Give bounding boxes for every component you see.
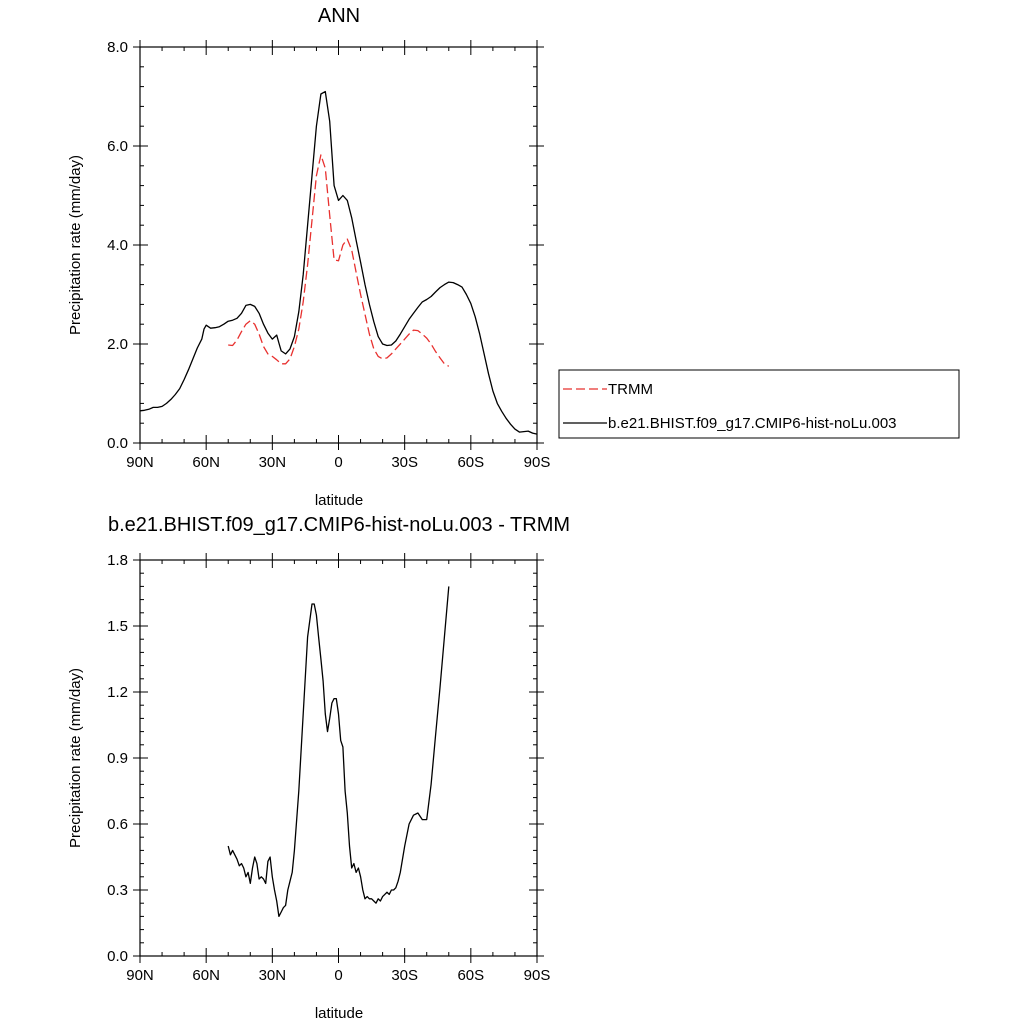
- y-tick-label: 2.0: [107, 336, 128, 353]
- x-tick-label: 90N: [126, 454, 154, 471]
- chart-title: ANN: [318, 5, 360, 27]
- x-tick-label: 30N: [259, 454, 287, 471]
- x-tick-label: 90S: [524, 967, 551, 984]
- x-tick-label: 0: [334, 454, 342, 471]
- legend-label: TRMM: [608, 381, 653, 398]
- y-tick-label: 0.3: [107, 882, 128, 899]
- series-line-1: [139, 90, 538, 435]
- y-tick-label: 0.6: [107, 816, 128, 833]
- chart-annual-precipitation: ANN latitude Precipitation rate (mm/day)…: [67, 5, 960, 509]
- y-tick-label: 1.8: [107, 552, 128, 569]
- legend: TRMM b.e21.BHIST.f09_g17.CMIP6-hist-noLu.…: [558, 369, 960, 439]
- axes-layer: 90N 60N 30N 0 30S 60S 90S 0.0 0.3 0.6 0.9 1.2 1.5 1.8: [107, 552, 550, 984]
- x-tick-label: 30S: [391, 967, 418, 984]
- legend-box: [558, 369, 960, 439]
- y-tick-label: 0.0: [107, 948, 128, 965]
- chart-difference: b.e21.BHIST.f09_g17.CMIP6-hist-noLu.003 …: [67, 514, 570, 1022]
- x-tick-label: 60N: [192, 454, 220, 471]
- y-tick-label: 0.9: [107, 750, 128, 767]
- x-tick-label: 90N: [126, 967, 154, 984]
- y-tick-label: 8.0: [107, 39, 128, 56]
- y-axis-title: Precipitation rate (mm/day): [67, 668, 84, 848]
- chart-title: b.e21.BHIST.f09_g17.CMIP6-hist-noLu.003 …: [108, 514, 570, 536]
- series-layer: [227, 586, 450, 918]
- y-tick-label: 1.5: [107, 618, 128, 635]
- axes-layer: 90N 60N 30N 0 30S 60S 90S 0.0 2.0 4.0 6.0 8.0: [107, 39, 550, 471]
- x-axis-title: latitude: [315, 492, 363, 509]
- x-tick-label: 60N: [192, 967, 220, 984]
- series-layer: [139, 90, 538, 435]
- y-tick-label: 6.0: [107, 138, 128, 155]
- x-tick-label: 90S: [524, 454, 551, 471]
- y-tick-label: 4.0: [107, 237, 128, 254]
- x-tick-label: 0: [334, 967, 342, 984]
- legend-label: b.e21.BHIST.f09_g17.CMIP6-hist-noLu.003: [608, 415, 897, 432]
- series-line-0: [227, 586, 450, 918]
- series-line-0: [228, 154, 450, 367]
- x-tick-label: 60S: [457, 454, 484, 471]
- x-tick-label: 60S: [457, 967, 484, 984]
- plot-frame: [139, 46, 538, 444]
- x-axis-title: latitude: [315, 1005, 363, 1022]
- plot-frame: [139, 559, 538, 957]
- y-axis-title: Precipitation rate (mm/day): [67, 155, 84, 335]
- x-tick-label: 30S: [391, 454, 418, 471]
- y-tick-label: 0.0: [107, 435, 128, 452]
- y-tick-label: 1.2: [107, 684, 128, 701]
- x-tick-label: 30N: [259, 967, 287, 984]
